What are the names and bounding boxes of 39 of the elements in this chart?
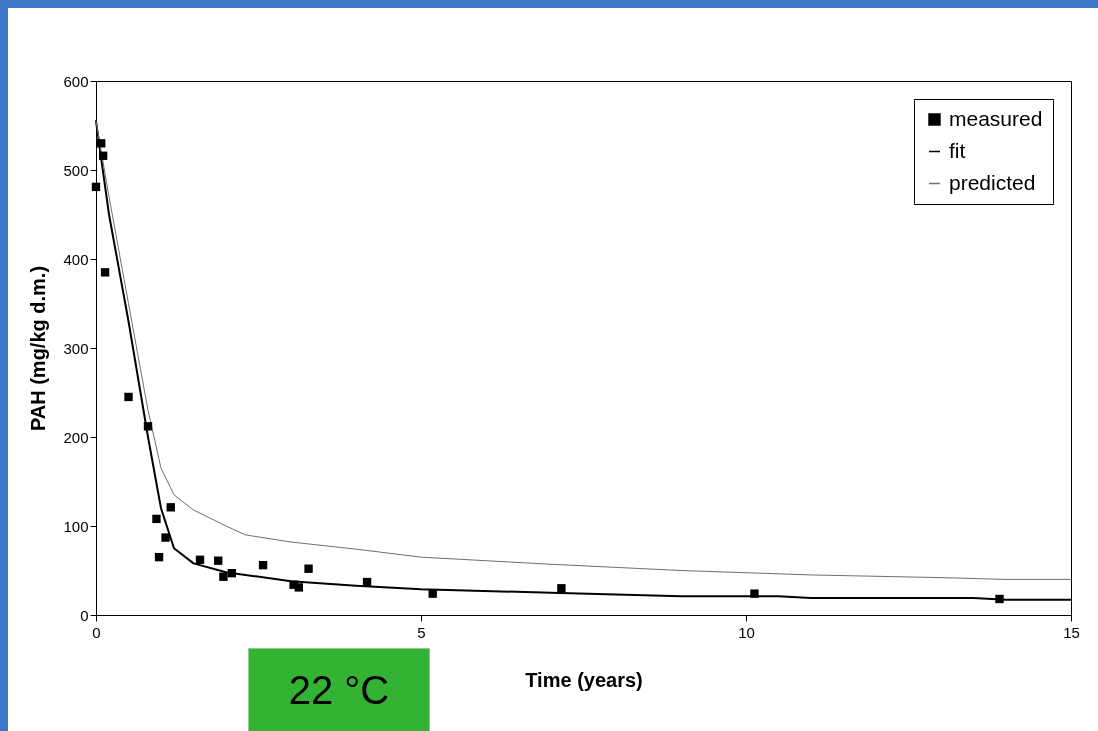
point (214, 556, 223, 565)
y-tick-label: 400 (63, 250, 89, 268)
x-tick-label: 5 (417, 623, 426, 641)
y-tick-label: 300 (63, 339, 89, 357)
point (166, 503, 175, 512)
x-tick-label: 15 (1063, 623, 1080, 641)
point (219, 572, 228, 581)
point (152, 514, 161, 524)
point (258, 560, 268, 570)
legend-label: measured (949, 106, 1043, 130)
y-tick-label: 200 (63, 428, 89, 446)
x-axis-title: Time (years) (525, 668, 643, 691)
y-tick-label: 100 (63, 517, 89, 535)
point (304, 564, 313, 573)
point (227, 568, 237, 578)
legend-label: fit (949, 138, 966, 162)
point (124, 392, 133, 402)
point (557, 584, 566, 593)
point (143, 422, 153, 431)
point (195, 555, 205, 564)
note-box: 22 °C (248, 648, 430, 731)
x-tick-label: 0 (92, 623, 101, 641)
y-axis-title: PAH (mg/kg d.m.) (27, 265, 50, 432)
point (362, 577, 372, 587)
legend-label: predicted (949, 170, 1036, 194)
point (428, 589, 437, 598)
point (100, 268, 110, 277)
point (294, 583, 303, 592)
point (91, 182, 101, 192)
point (98, 151, 108, 160)
point (995, 594, 1004, 604)
point (97, 139, 106, 148)
y-tick-label: 0 (80, 606, 89, 624)
y-tick-label: 500 (63, 161, 89, 179)
point (154, 552, 164, 562)
x-tick-label: 10 (738, 623, 755, 641)
y-tick-label: 600 (63, 72, 89, 90)
point (750, 589, 759, 598)
point (161, 533, 170, 542)
